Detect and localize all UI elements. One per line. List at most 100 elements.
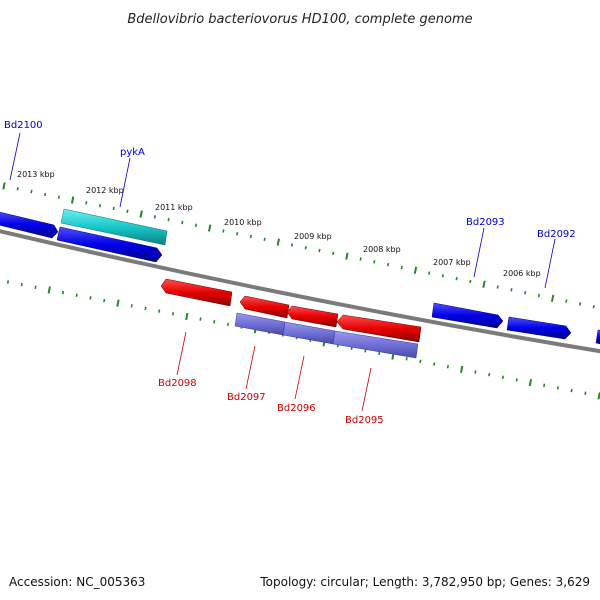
minor-tick <box>57 195 60 199</box>
minor-tick <box>171 312 175 316</box>
major-tick <box>70 196 75 204</box>
minor-tick <box>474 370 477 374</box>
tick-label: 2006 kbp <box>503 269 541 278</box>
gene-bd2093-arrow[interactable] <box>431 302 504 329</box>
gene-label-pyka[interactable]: pykA <box>120 147 145 158</box>
major-tick <box>2 182 6 190</box>
connector-bd2097 <box>245 345 256 390</box>
minor-tick <box>226 322 230 327</box>
minor-tick <box>103 298 106 303</box>
minor-tick <box>405 357 408 361</box>
major-tick <box>460 365 464 373</box>
gene-bd2097-arrow[interactable] <box>239 295 290 319</box>
gene-label-bd2095[interactable]: Bd2095 <box>345 415 384 426</box>
minor-tick <box>158 309 161 313</box>
minor-tick <box>318 248 321 253</box>
gene-partial-arrow[interactable] <box>595 329 600 345</box>
minor-tick <box>98 203 102 208</box>
minor-tick <box>510 288 513 292</box>
forward-genes <box>0 208 600 345</box>
minor-tick <box>213 319 216 324</box>
tick-label: 2012 kbp <box>86 186 124 195</box>
minor-tick <box>194 223 198 228</box>
minor-tick <box>20 282 23 287</box>
minor-tick <box>400 265 403 270</box>
major-tick <box>116 299 120 307</box>
minor-tick <box>112 206 115 211</box>
minor-tick <box>578 302 582 306</box>
tick-label: 2008 kbp <box>363 245 401 254</box>
major-tick <box>185 312 189 321</box>
minor-tick <box>236 232 239 236</box>
minor-tick <box>501 375 504 380</box>
connector-bd2095 <box>361 367 372 412</box>
gene-label-bd2096[interactable]: Bd2096 <box>277 403 316 414</box>
minor-tick <box>34 285 37 290</box>
gene-pyka-arrow[interactable] <box>56 226 163 263</box>
connector-bd2093 <box>473 227 485 278</box>
genome-backbone <box>0 229 600 354</box>
major-tick <box>345 252 349 260</box>
gene-bd2092-arrow[interactable] <box>506 316 572 340</box>
gene-label-bd2098[interactable]: Bd2098 <box>158 378 197 389</box>
minor-tick <box>290 243 294 247</box>
minor-tick <box>565 299 568 303</box>
major-tick <box>139 210 143 218</box>
minor-tick <box>496 285 499 289</box>
connector-bd2100 <box>9 132 21 181</box>
gene-label-bd2097[interactable]: Bd2097 <box>227 392 266 403</box>
orf-bd2097-block[interactable] <box>234 312 286 336</box>
minor-tick <box>126 209 129 213</box>
gene-label-bd2100[interactable]: Bd2100 <box>4 120 43 131</box>
major-tick <box>413 266 418 274</box>
tick-label: 2009 kbp <box>294 232 332 241</box>
minor-tick <box>249 234 252 239</box>
minor-tick <box>359 257 362 261</box>
connector-bd2098 <box>176 331 187 376</box>
connector-pyka <box>119 157 131 208</box>
minor-tick <box>222 229 225 233</box>
gene-bd2100-arrow[interactable] <box>0 211 59 239</box>
minor-tick <box>6 280 10 284</box>
tick-track-outer <box>2 182 595 309</box>
minor-tick <box>364 349 367 353</box>
minor-tick <box>446 364 449 369</box>
gene-bd2095-arrow[interactable] <box>336 314 422 343</box>
minor-tick <box>16 187 19 191</box>
map-title: Bdellovibrio bacteriovorus HD100, comple… <box>127 12 472 27</box>
gene-bd2096-arrow[interactable] <box>286 305 339 328</box>
minor-tick <box>144 306 147 311</box>
major-tick <box>528 378 533 387</box>
reverse-genes <box>160 278 422 359</box>
minor-tick <box>378 351 381 356</box>
rna-pyka-block[interactable] <box>60 208 168 246</box>
minor-tick <box>488 372 491 377</box>
minor-tick <box>386 262 390 267</box>
minor-tick <box>428 271 431 275</box>
minor-tick <box>75 293 78 297</box>
minor-tick <box>537 293 540 298</box>
genome-summary-text: Topology: circular; Length: 3,782,950 bp… <box>259 575 590 589</box>
gene-labels: Bd2100 pykA Bd2093 Bd2092 Bd2098 Bd2097 … <box>4 120 576 426</box>
connector-bd2096 <box>294 355 305 400</box>
minor-tick <box>181 220 184 225</box>
minor-tick <box>433 362 436 366</box>
minor-tick <box>556 386 559 390</box>
minor-tick <box>44 192 47 197</box>
minor-tick <box>543 383 546 387</box>
connector-bd2092 <box>544 238 556 289</box>
major-tick <box>276 238 280 246</box>
minor-tick <box>592 305 595 309</box>
gene-label-bd2093[interactable]: Bd2093 <box>466 217 505 228</box>
major-tick <box>47 286 51 294</box>
minor-tick <box>153 215 156 219</box>
tick-label: 2010 kbp <box>224 218 262 227</box>
minor-tick <box>455 276 458 281</box>
major-tick <box>208 224 212 232</box>
orf-bd2095-block[interactable] <box>332 330 419 359</box>
tick-label: 2011 kbp <box>155 203 193 212</box>
gene-label-bd2092[interactable]: Bd2092 <box>537 229 576 240</box>
minor-tick <box>469 279 472 284</box>
gene-bd2098-arrow[interactable] <box>160 278 233 307</box>
